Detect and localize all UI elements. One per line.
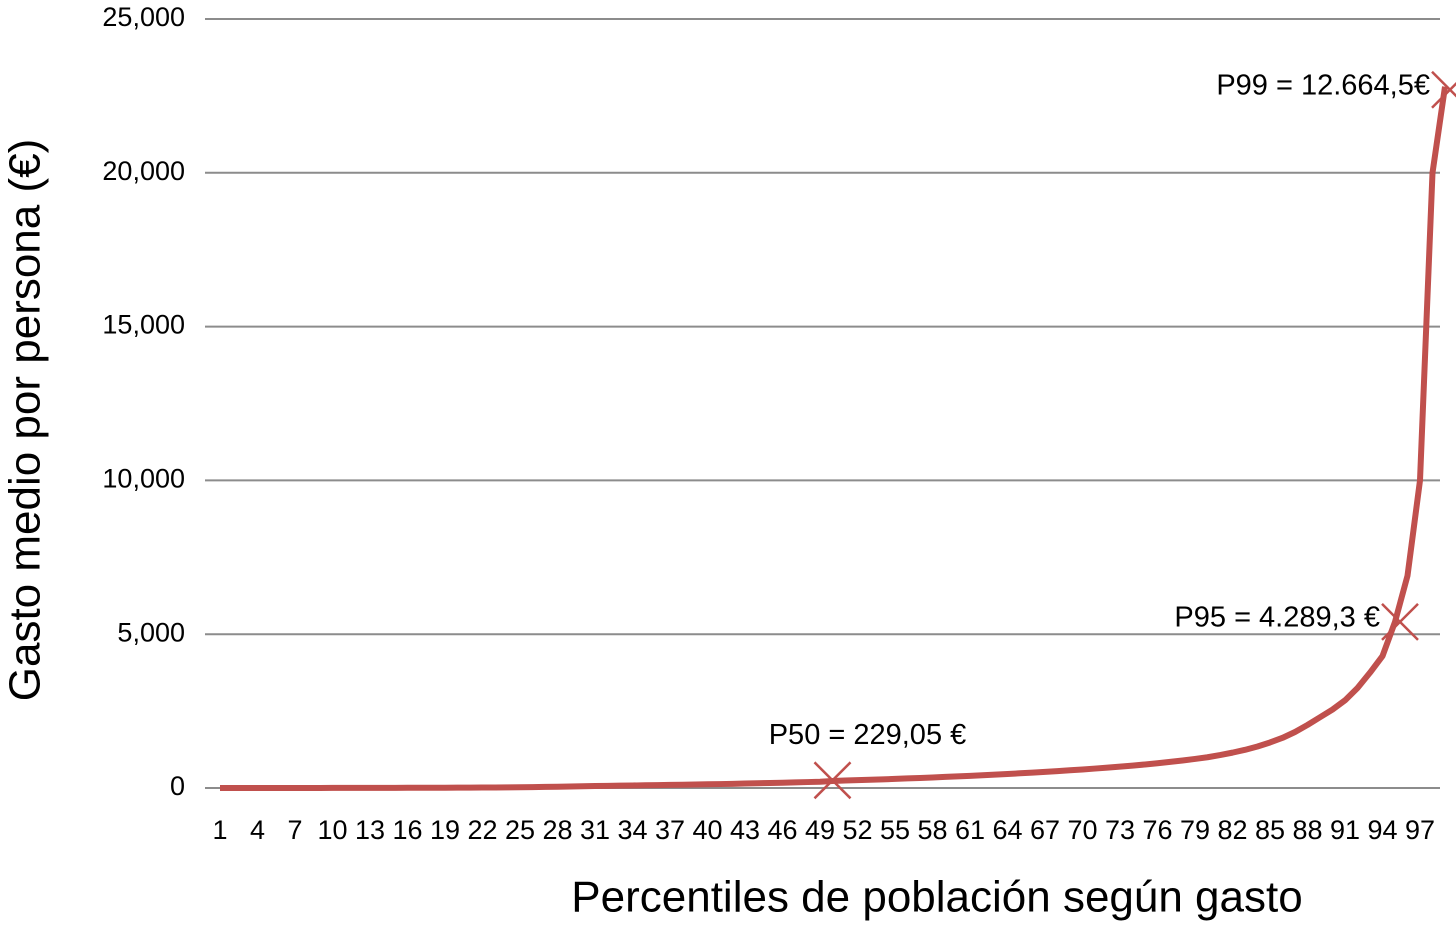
x-tick-label: 49 <box>805 815 835 845</box>
y-tick-label: 10,000 <box>102 464 185 494</box>
x-tick-label: 37 <box>655 815 685 845</box>
x-tick-label: 76 <box>1142 815 1172 845</box>
annotation-marker <box>1431 70 1456 109</box>
x-tick-label: 7 <box>287 815 302 845</box>
x-tick-label: 31 <box>580 815 610 845</box>
x-tick-label: 97 <box>1405 815 1435 845</box>
annotation-label: P99 = 12.664,5€ <box>1216 69 1430 101</box>
x-tick-label: 16 <box>392 815 422 845</box>
x-axis-title: Percentiles de población según gasto <box>571 873 1302 922</box>
y-tick-label: 20,000 <box>102 156 185 186</box>
annotation-marker <box>1381 603 1419 641</box>
x-tick-label: 22 <box>467 815 497 845</box>
x-tick-label: 82 <box>1217 815 1247 845</box>
data-line <box>220 86 1448 791</box>
x-tick-label: 10 <box>317 815 347 845</box>
x-tick-label: 13 <box>355 815 385 845</box>
y-axis-title: Gasto medio por persona (€) <box>1 139 50 702</box>
x-tick-label: 94 <box>1367 815 1397 845</box>
x-tick-label: 19 <box>430 815 460 845</box>
x-tick-label: 28 <box>542 815 572 845</box>
x-tick-label: 58 <box>917 815 947 845</box>
y-tick-label: 0 <box>170 771 185 801</box>
x-tick-label: 73 <box>1105 815 1135 845</box>
x-tick-label: 55 <box>880 815 910 845</box>
x-tick-label: 91 <box>1330 815 1360 845</box>
x-tick-label: 25 <box>505 815 535 845</box>
x-tick-label: 40 <box>692 815 722 845</box>
x-tick-label: 46 <box>767 815 797 845</box>
x-tick-label: 43 <box>730 815 760 845</box>
x-tick-label: 34 <box>617 815 647 845</box>
x-tick-label: 1 <box>212 815 227 845</box>
x-tick-label: 4 <box>250 815 265 845</box>
x-tick-label: 52 <box>842 815 872 845</box>
x-tick-label: 79 <box>1180 815 1210 845</box>
x-tick-label: 88 <box>1292 815 1322 845</box>
annotation-label: P95 = 4.289,3 € <box>1174 602 1380 634</box>
x-tick-label: 67 <box>1030 815 1060 845</box>
x-tick-label: 85 <box>1255 815 1285 845</box>
y-tick-label: 5,000 <box>117 617 185 647</box>
annotation-label: P50 = 229,05 € <box>769 719 967 751</box>
x-tick-label: 61 <box>955 815 985 845</box>
x-tick-label: 64 <box>992 815 1022 845</box>
x-tick-label: 70 <box>1067 815 1097 845</box>
y-tick-label: 25,000 <box>102 2 185 32</box>
annotation-marker <box>813 761 852 800</box>
y-tick-label: 15,000 <box>102 310 185 340</box>
